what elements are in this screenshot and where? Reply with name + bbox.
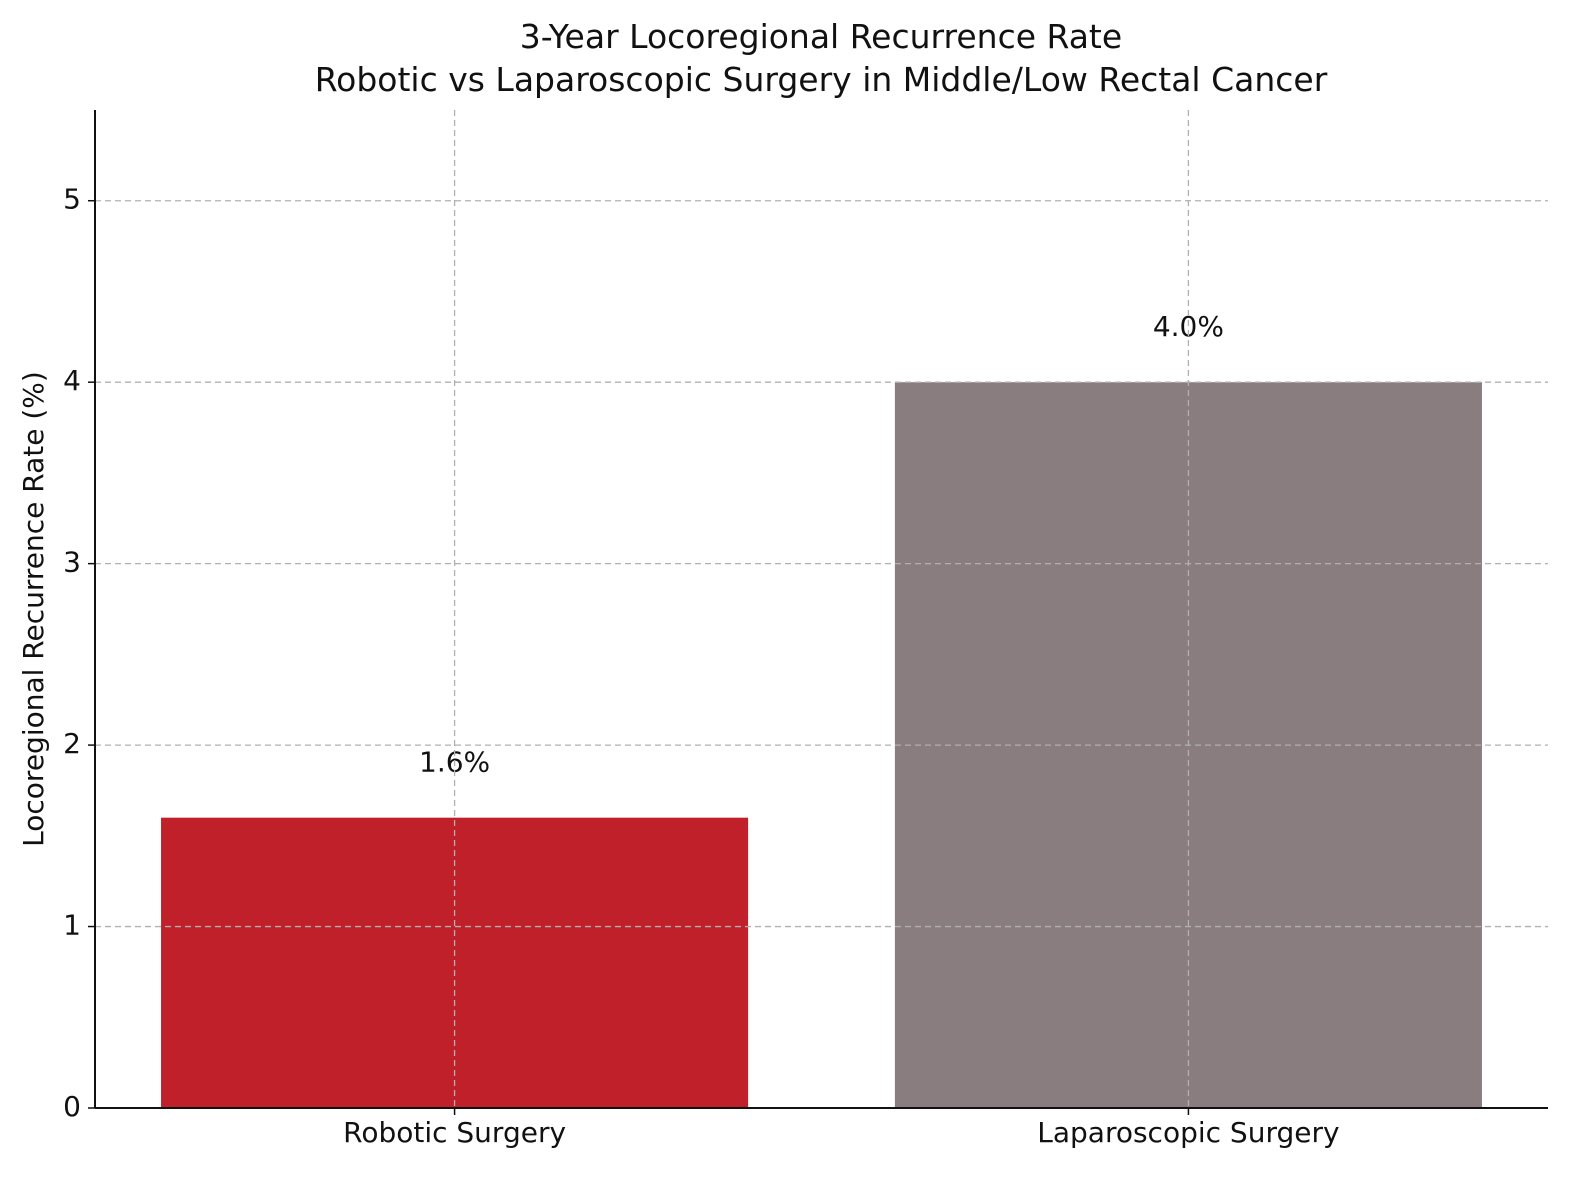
chart-title: 3-Year Locoregional Recurrence Rate Robot… xyxy=(315,17,1328,99)
y-axis-label: Locoregional Recurrence Rate (%) xyxy=(17,371,50,847)
x-tick-label: Robotic Surgery xyxy=(343,1116,566,1149)
y-tick-label: 3 xyxy=(63,546,81,579)
y-tick-label: 5 xyxy=(63,183,81,216)
y-tick-label: 4 xyxy=(63,364,81,397)
y-tick-label: 1 xyxy=(63,909,81,942)
x-tick-label: Laparoscopic Surgery xyxy=(1037,1116,1339,1149)
y-tick-label: 2 xyxy=(63,727,81,760)
y-tick-label: 0 xyxy=(63,1090,81,1123)
